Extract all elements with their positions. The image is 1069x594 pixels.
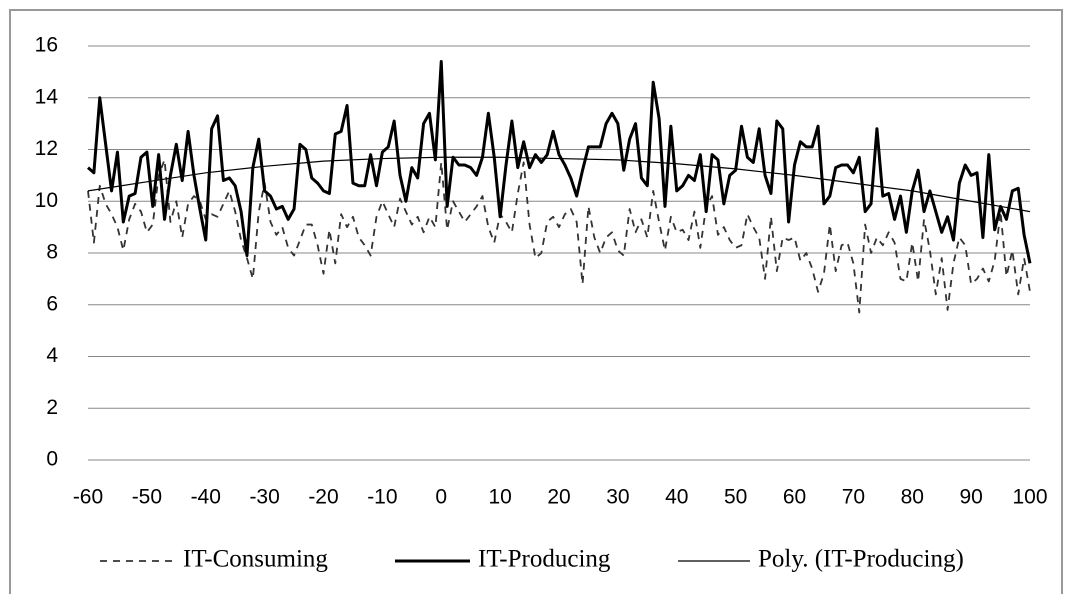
x-tick-label: -60 — [73, 486, 103, 509]
y-tick-label: 16 — [35, 34, 58, 57]
y-tick-label: 8 — [46, 241, 58, 264]
y-tick-label: 14 — [35, 85, 59, 108]
legend-label: IT-Producing — [478, 546, 611, 573]
x-tick-label: -20 — [308, 486, 338, 509]
x-tick-label: 0 — [435, 486, 447, 509]
y-tick-label: 4 — [46, 344, 58, 367]
x-tick-label: 50 — [724, 486, 747, 509]
series-line — [87, 158, 1031, 314]
y-tick-label: 10 — [35, 189, 58, 212]
x-tick-label: -40 — [191, 486, 221, 509]
series-line — [87, 156, 1031, 213]
y-tick-label: 2 — [46, 396, 58, 419]
x-tick-label: 70 — [842, 486, 865, 509]
x-tick-label: 100 — [1012, 486, 1047, 509]
x-tick-label: 80 — [901, 486, 924, 509]
x-tick-label: -50 — [132, 486, 162, 509]
legend-label: IT-Consuming — [183, 546, 328, 573]
x-tick-label: 30 — [606, 486, 629, 509]
x-tick-label: 60 — [783, 486, 806, 509]
legend-label: Poly. (IT-Producing) — [758, 546, 964, 573]
chart-border — [9, 9, 1063, 594]
y-tick-label: 12 — [35, 137, 58, 160]
y-tick-label: 6 — [46, 292, 58, 315]
x-tick-label: 90 — [959, 486, 982, 509]
x-tick-label: -30 — [249, 486, 279, 509]
y-tick-label: 0 — [46, 448, 58, 471]
x-tick-label: -10 — [367, 486, 397, 509]
series-line — [87, 60, 1032, 264]
x-tick-label: 10 — [488, 486, 511, 509]
x-tick-label: 20 — [547, 486, 570, 509]
x-tick-label: 40 — [665, 486, 688, 509]
